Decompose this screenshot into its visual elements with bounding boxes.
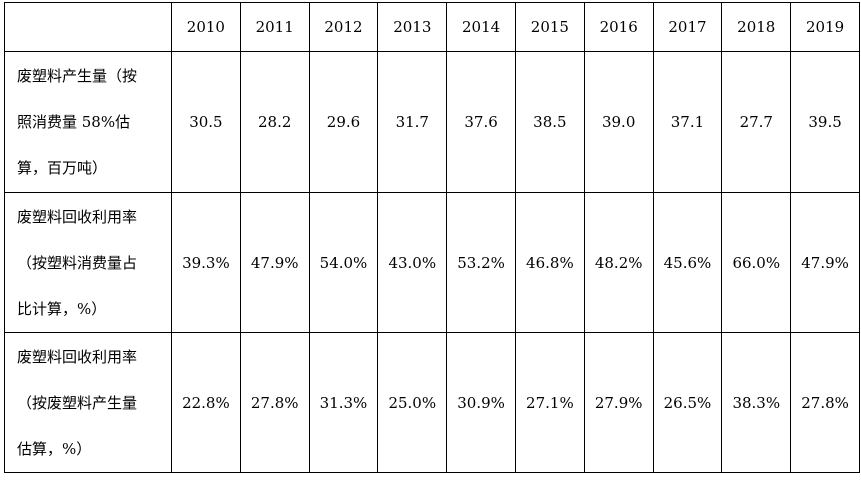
year-header: 2012 <box>308 2 379 52</box>
table-cell: 37.6 <box>446 51 516 193</box>
corner-cell <box>4 2 172 52</box>
row-label-line: 废塑料产生量（按 <box>17 67 138 85</box>
table-cell: 28.2 <box>239 51 310 193</box>
table-cell: 29.6 <box>308 51 379 193</box>
table-cell: 31.7 <box>377 51 448 193</box>
table-cell: 39.3% <box>171 192 241 333</box>
table-cell: 31.3% <box>308 332 379 473</box>
table-cell: 25.0% <box>377 332 448 473</box>
year-header: 2014 <box>446 2 516 52</box>
table-cell: 43.0% <box>377 192 448 333</box>
year-header: 2011 <box>239 2 310 52</box>
row-label-line: 照消费量 58%估 <box>17 113 131 131</box>
table-cell: 22.8% <box>171 332 241 473</box>
table-cell: 45.6% <box>652 192 723 333</box>
row-label-line: 估算，%） <box>17 439 92 458</box>
year-header: 2013 <box>377 2 448 52</box>
table-cell: 48.2% <box>583 192 654 333</box>
table-cell: 27.7 <box>721 51 792 193</box>
table-cell: 30.5 <box>171 51 241 193</box>
row-label: 废塑料回收利用率 （按废塑料产生量 估算，%） <box>4 332 172 473</box>
year-header: 2015 <box>514 2 585 52</box>
table-cell: 30.9% <box>446 332 516 473</box>
table-cell: 39.5 <box>790 51 860 193</box>
table-cell: 26.5% <box>652 332 723 473</box>
data-table: 2010 2011 2012 2013 2014 2015 2016 2017 … <box>4 2 860 473</box>
table-row: 废塑料回收利用率 （按废塑料产生量 估算，%） 22.8% 27.8% 31.3… <box>4 332 860 473</box>
year-header: 2010 <box>171 2 241 52</box>
table-cell: 27.9% <box>583 332 654 473</box>
row-label-line: （按塑料消费量占 <box>17 253 138 272</box>
row-label-line: 废塑料回收利用率 <box>17 347 138 366</box>
table-cell: 47.9% <box>239 192 310 333</box>
table-cell: 53.2% <box>446 192 516 333</box>
table-cell: 27.8% <box>239 332 310 473</box>
table-cell: 54.0% <box>308 192 379 333</box>
row-label-line: 废塑料回收利用率 <box>17 207 138 226</box>
table-cell: 38.3% <box>721 332 792 473</box>
row-label: 废塑料回收利用率 （按塑料消费量占 比计算，%） <box>4 192 172 333</box>
table-row: 废塑料产生量（按 照消费量 58%估 算，百万吨） 30.5 28.2 29.6… <box>4 51 860 193</box>
table-cell: 47.9% <box>790 192 860 333</box>
table-cell: 27.8% <box>790 332 860 473</box>
table-cell: 27.1% <box>514 332 585 473</box>
table-row: 废塑料回收利用率 （按塑料消费量占 比计算，%） 39.3% 47.9% 54.… <box>4 192 860 333</box>
table-cell: 66.0% <box>721 192 792 333</box>
year-header: 2016 <box>583 2 654 52</box>
table-cell: 39.0 <box>583 51 654 193</box>
year-header: 2018 <box>721 2 792 52</box>
table-cell: 37.1 <box>652 51 723 193</box>
row-label: 废塑料产生量（按 照消费量 58%估 算，百万吨） <box>4 51 172 193</box>
year-header: 2019 <box>790 2 860 52</box>
year-header: 2017 <box>652 2 723 52</box>
row-label-line: （按废塑料产生量 <box>17 393 138 412</box>
row-label-line: 算，百万吨） <box>17 159 108 177</box>
header-row: 2010 2011 2012 2013 2014 2015 2016 2017 … <box>4 2 860 52</box>
table-cell: 38.5 <box>514 51 585 193</box>
row-label-line: 比计算，%） <box>17 299 107 318</box>
table-cell: 46.8% <box>514 192 585 333</box>
